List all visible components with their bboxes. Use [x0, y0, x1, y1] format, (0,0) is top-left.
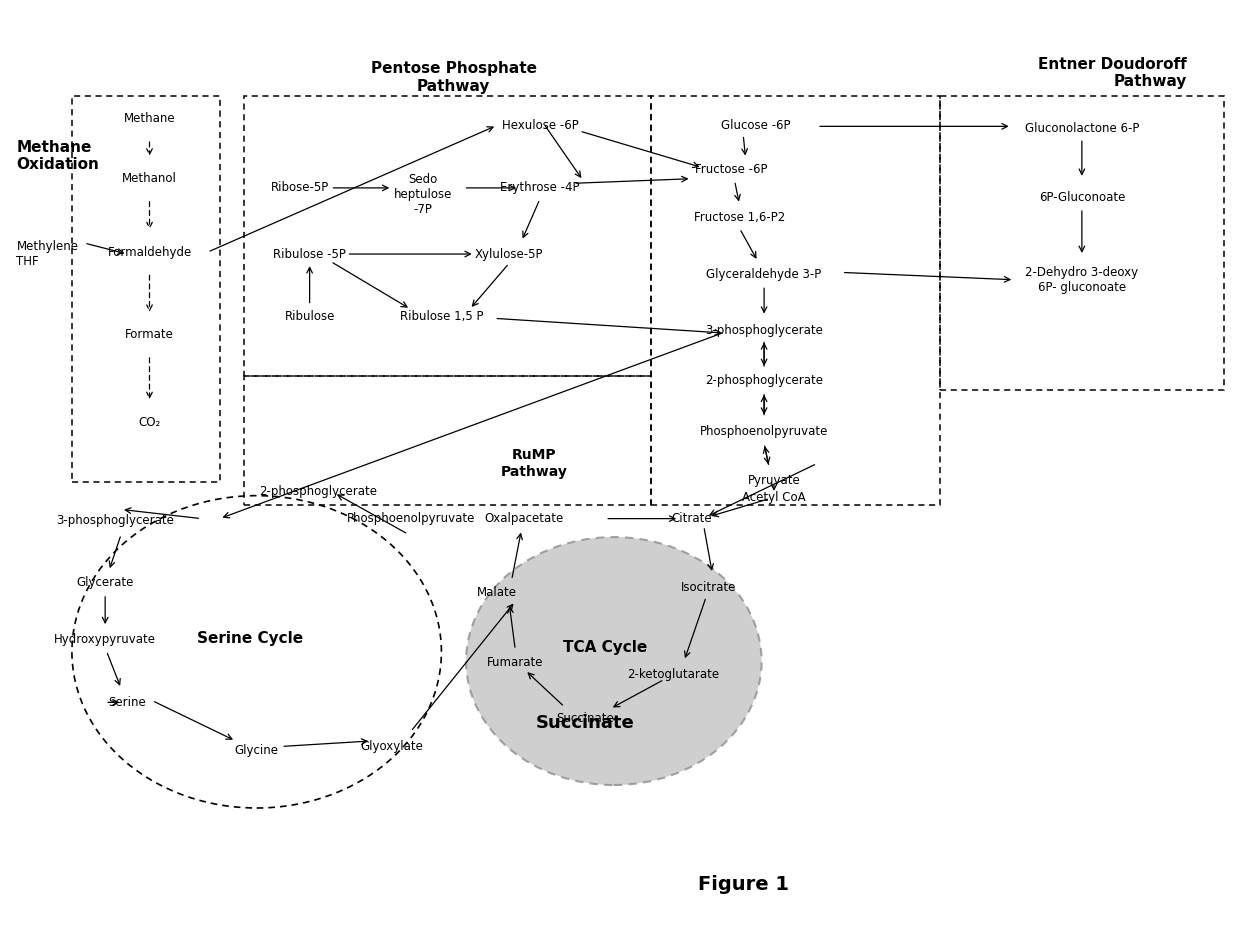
Text: Succinate: Succinate — [557, 712, 614, 726]
Text: Glucose -6P: Glucose -6P — [720, 119, 790, 132]
Text: Fructose -6P: Fructose -6P — [694, 163, 768, 176]
Text: Acetyl CoA: Acetyl CoA — [743, 491, 806, 504]
Text: Sedo
heptulose
-7P: Sedo heptulose -7P — [394, 172, 453, 216]
Ellipse shape — [466, 537, 761, 785]
Text: 3-phosphoglycerate: 3-phosphoglycerate — [706, 324, 823, 337]
Text: RuMP
Pathway: RuMP Pathway — [501, 449, 567, 478]
Text: Ribulose -5P: Ribulose -5P — [273, 248, 346, 260]
Text: Glyceraldehyde 3-P: Glyceraldehyde 3-P — [707, 268, 822, 281]
Text: Ribose-5P: Ribose-5P — [270, 182, 329, 195]
Text: Entner Doudoroff
Pathway: Entner Doudoroff Pathway — [1038, 57, 1187, 89]
Text: 2-Dehydro 3-deoxy
6P- gluconoate: 2-Dehydro 3-deoxy 6P- gluconoate — [1025, 266, 1138, 294]
Text: Ribulose 1,5 P: Ribulose 1,5 P — [399, 310, 484, 323]
Text: Phosphoenolpyruvate: Phosphoenolpyruvate — [699, 425, 828, 438]
Text: Fructose 1,6-P2: Fructose 1,6-P2 — [694, 210, 785, 223]
Text: Formaldehyde: Formaldehyde — [108, 246, 192, 259]
Text: 2-phosphoglycerate: 2-phosphoglycerate — [706, 375, 823, 387]
Text: 2-ketoglutarate: 2-ketoglutarate — [627, 668, 719, 681]
Text: Hexulose -6P: Hexulose -6P — [501, 119, 578, 132]
Text: Pentose Phosphate
Pathway: Pentose Phosphate Pathway — [371, 61, 537, 94]
Text: 6P-Gluconoate: 6P-Gluconoate — [1039, 191, 1125, 204]
Text: Methylene
THF: Methylene THF — [16, 240, 78, 268]
Text: Pyruvate: Pyruvate — [748, 474, 800, 487]
Text: Glycerate: Glycerate — [77, 577, 134, 590]
Text: Fumarate: Fumarate — [487, 656, 543, 669]
Text: Methane
Oxidation: Methane Oxidation — [16, 140, 99, 171]
Text: Ribulose: Ribulose — [284, 310, 335, 323]
Text: Methane: Methane — [124, 112, 175, 125]
Text: Glycine: Glycine — [234, 743, 279, 756]
Text: Serine Cycle: Serine Cycle — [197, 630, 304, 645]
Text: Gluconolactone 6-P: Gluconolactone 6-P — [1024, 121, 1140, 134]
Text: CO₂: CO₂ — [139, 415, 161, 428]
Text: Figure 1: Figure 1 — [698, 875, 789, 894]
Text: 2-phosphoglycerate: 2-phosphoglycerate — [259, 485, 377, 498]
Text: Serine: Serine — [108, 696, 146, 709]
Text: Erythrose -4P: Erythrose -4P — [500, 182, 579, 195]
Text: Hydroxypyruvate: Hydroxypyruvate — [55, 633, 156, 646]
Text: TCA Cycle: TCA Cycle — [563, 640, 647, 654]
Text: Oxalpacetate: Oxalpacetate — [485, 512, 563, 525]
Text: Formate: Formate — [125, 328, 174, 341]
Text: Xylulose-5P: Xylulose-5P — [475, 248, 543, 260]
Text: Citrate: Citrate — [671, 512, 712, 525]
Text: Succinate: Succinate — [536, 714, 635, 731]
Text: 3-phosphoglycerate: 3-phosphoglycerate — [56, 514, 174, 527]
Text: Phosphoenolpyruvate: Phosphoenolpyruvate — [346, 512, 475, 525]
Text: Isocitrate: Isocitrate — [681, 581, 737, 594]
Text: Malate: Malate — [477, 586, 517, 599]
Text: Glyoxylate: Glyoxylate — [361, 740, 424, 753]
Text: Methanol: Methanol — [122, 172, 177, 185]
